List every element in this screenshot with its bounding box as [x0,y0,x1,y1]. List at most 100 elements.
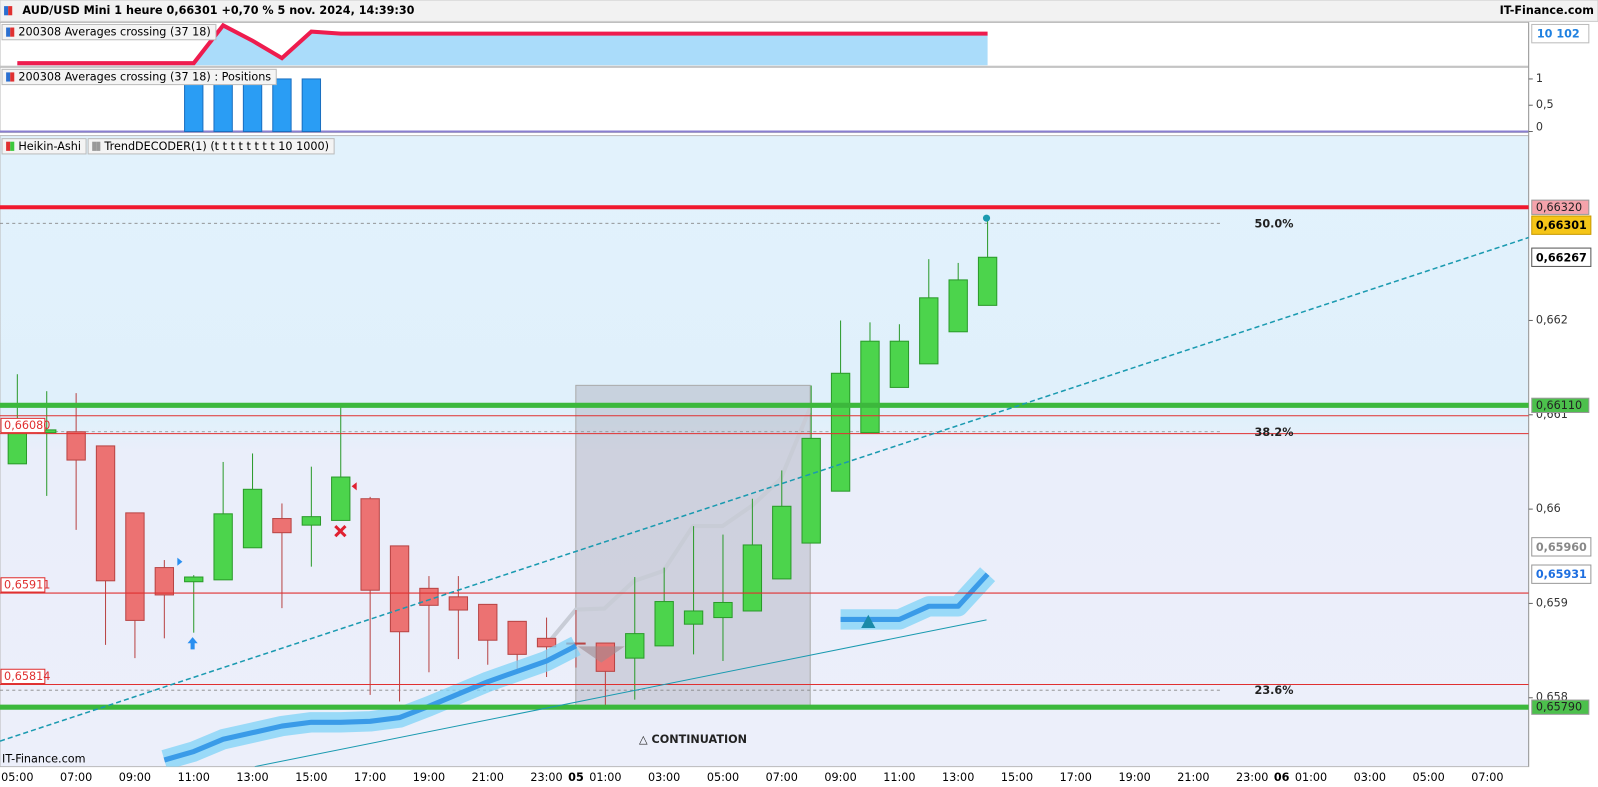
x-tick-label: 19:00 [1118,771,1150,784]
level-label: 0,65911 [4,578,50,591]
x-tick-label: 15:00 [295,771,327,784]
candle-body [948,279,968,333]
last-value-box [1531,23,1590,44]
level-label: 0,65814 [4,670,50,683]
candle-body [95,445,116,582]
main-plot [0,205,1529,767]
price-label: 0,65931 [1536,568,1587,581]
price-label-box [1531,247,1592,267]
price-label-box [1531,215,1592,235]
level-label-box [1531,699,1590,715]
header-title: AUD/USD Mini 1 heure 0,66301 +0,70 % 5 n… [22,4,414,17]
candle-body [360,498,380,591]
candle-body [125,512,145,621]
candle-body [713,601,733,619]
legend-label: Heikin-Ashi [18,140,81,153]
level-label: 0,66320 [1536,201,1582,214]
candle-body [331,476,351,521]
bar [242,78,263,133]
right-axis-bg [1528,22,1598,767]
small-marker [177,557,183,566]
candle-body [919,297,939,365]
legend-icon [6,27,11,37]
candle-body [801,437,821,544]
header-bar [0,0,1598,22]
x-tick-label: 07:00 [1471,771,1503,784]
header-icon [4,6,9,16]
y-tick-label: 0 [1536,120,1543,133]
x-tick-label: 13:00 [942,771,974,784]
x-tick-label: 17:00 [354,771,386,784]
level-label-box [1531,199,1590,215]
x-tick-label: 07:00 [60,771,92,784]
axes: 200308 Averages crossing (37 18) 10 102 0 0… [0,23,1592,784]
price-label-box [1531,537,1592,557]
trend-line [254,619,987,767]
candle-body [419,587,439,606]
legend-icon [92,141,97,151]
legend-icon [6,141,11,151]
down-triangle [577,646,625,663]
candle-body [301,516,322,526]
price-label: 0,66267 [1536,251,1587,264]
x-tick-label: 09:00 [824,771,856,784]
line [17,22,988,66]
candle-body [66,431,86,461]
legend-icon [10,141,15,151]
x-tick-label: 19:00 [413,771,445,784]
candle-body [772,505,792,580]
x-tick-label: 13:00 [236,771,268,784]
legend-icon [10,72,15,82]
candle-body [889,340,910,388]
candle-body [536,637,557,648]
price-label: 0,65960 [1536,541,1587,554]
footer-brand: IT-Finance.com [2,752,86,765]
y-tick-label: 1 [1536,72,1543,85]
level-label-box [0,577,46,593]
legend-icon [6,72,11,82]
buy-arrow [187,637,198,650]
x-tick-label: 03:00 [1354,771,1386,784]
bar [301,78,322,133]
x-tick-label: 11:00 [178,771,210,784]
candle-body [507,620,527,655]
panel-2 [184,78,322,133]
x-tick-label: 05 [568,771,584,784]
legend-icon [96,141,101,151]
y-tick-label: 0,5 [1536,98,1554,111]
candle-body [272,518,292,534]
main-bg [0,135,1530,768]
x-tick-label: 05:00 [1,771,33,784]
trend-line [163,643,578,763]
x-tick-label: 23:00 [530,771,562,784]
price-dot [982,214,991,222]
candle-body [184,576,204,583]
sell-cross [334,524,347,538]
level-label: 0,65790 [1536,701,1582,714]
shadow-line [548,406,813,642]
x-tick-label: 11:00 [883,771,915,784]
legend-box [87,138,335,155]
x-tick-label: 05:00 [707,771,739,784]
x-tick-label: 07:00 [766,771,798,784]
fib-label: 23.6% [1255,684,1294,697]
x-tick-label: 01:00 [589,771,621,784]
header-brand: IT-Finance.com [1500,4,1594,17]
x-tick-label: 09:00 [119,771,151,784]
candle-body [213,513,233,581]
bar [213,78,233,133]
level-label: 0,66080 [4,419,50,432]
candle-body [389,545,410,633]
fib-label: 50.0% [1255,217,1294,230]
legend-box [1,23,217,41]
candle-body [742,544,763,612]
legend-label: 200308 Averages crossing (37 18) : Posit… [18,70,271,83]
x-tick-label: 05:00 [1412,771,1444,784]
trend-line-dashed [0,236,1529,742]
bar [272,78,292,133]
decor-over [0,214,1529,767]
trend-line [840,572,990,623]
panel-1 [17,22,988,66]
legend-label: TrendDECODER(1) (t t t t t t t t 10 1000… [103,140,329,153]
